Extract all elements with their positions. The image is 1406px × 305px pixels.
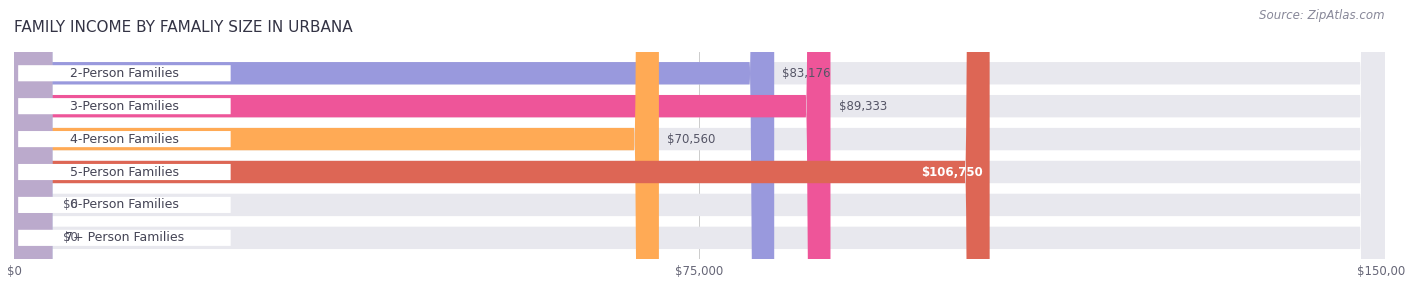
Text: $70,560: $70,560	[666, 133, 716, 145]
Text: $106,750: $106,750	[921, 166, 983, 178]
FancyBboxPatch shape	[18, 197, 231, 213]
FancyBboxPatch shape	[18, 65, 231, 81]
FancyBboxPatch shape	[18, 131, 231, 147]
Text: $0: $0	[63, 199, 79, 211]
FancyBboxPatch shape	[14, 0, 659, 305]
Text: FAMILY INCOME BY FAMALIY SIZE IN URBANA: FAMILY INCOME BY FAMALIY SIZE IN URBANA	[14, 20, 353, 35]
FancyBboxPatch shape	[14, 0, 1385, 305]
FancyBboxPatch shape	[18, 164, 231, 180]
FancyBboxPatch shape	[18, 98, 231, 114]
Text: $83,176: $83,176	[782, 67, 831, 80]
FancyBboxPatch shape	[14, 0, 1385, 305]
Text: 4-Person Families: 4-Person Families	[70, 133, 179, 145]
FancyBboxPatch shape	[14, 0, 1385, 305]
Text: $89,333: $89,333	[839, 100, 887, 113]
Text: 3-Person Families: 3-Person Families	[70, 100, 179, 113]
Text: Source: ZipAtlas.com: Source: ZipAtlas.com	[1260, 9, 1385, 22]
Text: 7+ Person Families: 7+ Person Families	[65, 231, 184, 244]
FancyBboxPatch shape	[14, 0, 775, 305]
FancyBboxPatch shape	[14, 0, 990, 305]
FancyBboxPatch shape	[18, 230, 231, 246]
Text: 2-Person Families: 2-Person Families	[70, 67, 179, 80]
Text: $0: $0	[63, 231, 79, 244]
FancyBboxPatch shape	[14, 0, 52, 305]
Text: 6-Person Families: 6-Person Families	[70, 199, 179, 211]
FancyBboxPatch shape	[14, 0, 1385, 305]
FancyBboxPatch shape	[14, 0, 52, 305]
FancyBboxPatch shape	[14, 0, 1385, 305]
FancyBboxPatch shape	[14, 0, 831, 305]
Text: 5-Person Families: 5-Person Families	[70, 166, 179, 178]
FancyBboxPatch shape	[14, 0, 1385, 305]
